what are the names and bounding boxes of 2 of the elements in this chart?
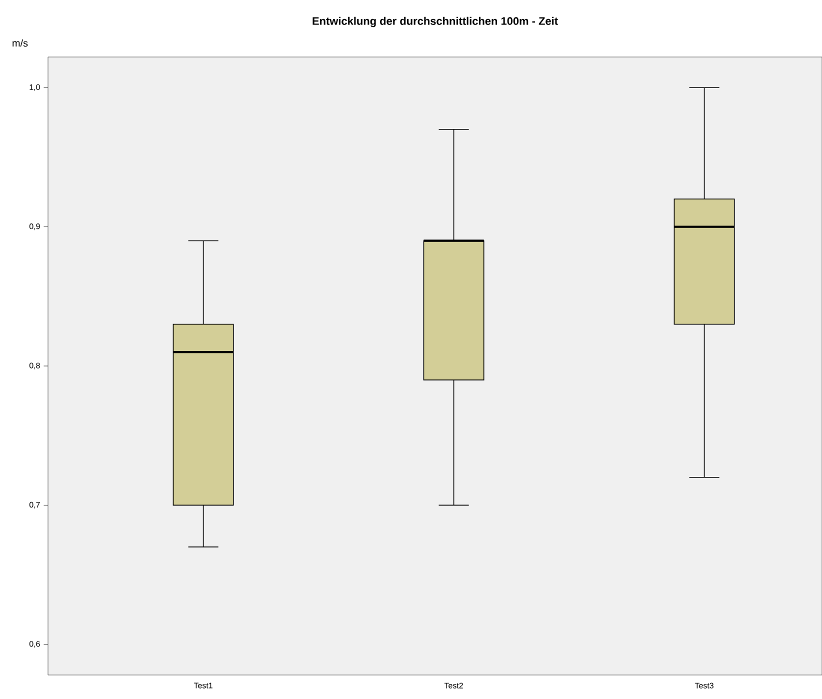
chart-title: Entwicklung der durchschnittlichen 100m - Zeit [312,16,558,28]
y-axis-title: m/s [12,39,28,47]
